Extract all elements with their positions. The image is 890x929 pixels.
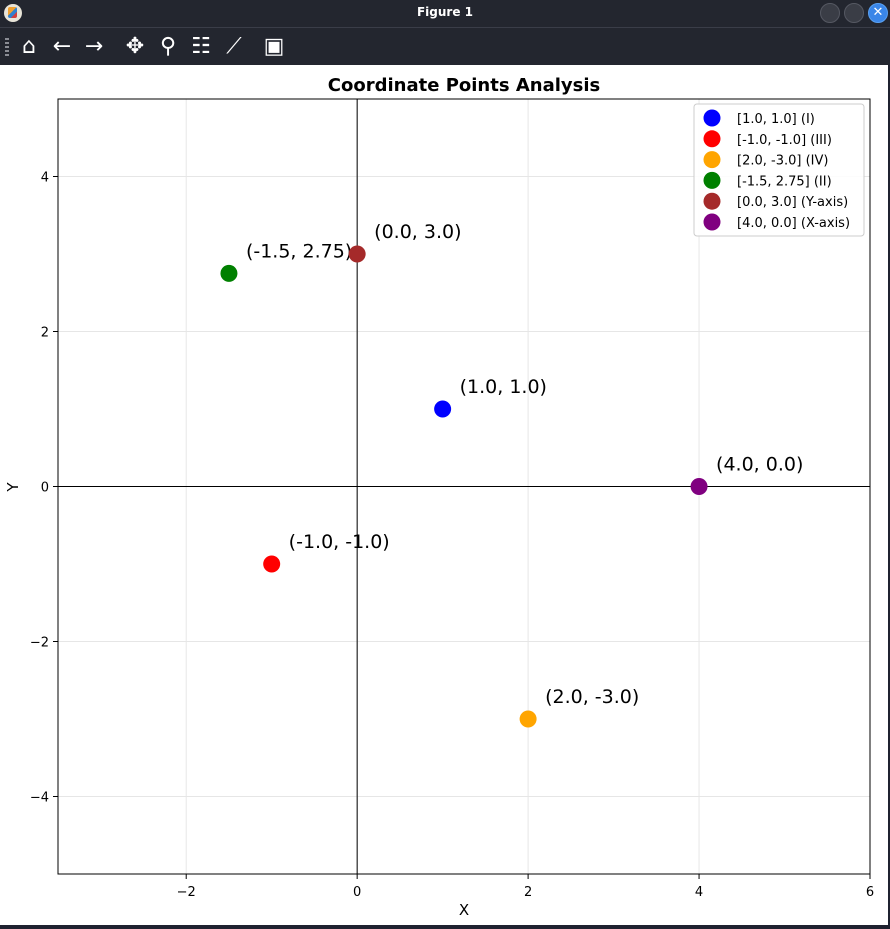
forward-button[interactable]: → bbox=[81, 34, 107, 60]
configure-subplots-button[interactable]: ☷ bbox=[188, 34, 214, 60]
zoom-button[interactable]: ⚲ bbox=[155, 34, 181, 60]
legend-marker bbox=[703, 171, 721, 189]
y-tick-label: 2 bbox=[41, 326, 49, 341]
data-point bbox=[519, 710, 537, 728]
home-button[interactable]: ⌂ bbox=[16, 34, 42, 60]
axis-ticks: −2 0 2 4 6 −4 −2 0 2 4 bbox=[30, 171, 874, 901]
legend-entry: [1.0, 1.0] (I) bbox=[737, 112, 815, 127]
home-icon: ⌂ bbox=[22, 34, 36, 59]
edit-axis-button[interactable]: ⟋ bbox=[221, 34, 247, 60]
legend-marker bbox=[703, 213, 721, 231]
x-tick-label: 0 bbox=[353, 885, 361, 900]
point-annotation: (1.0, 1.0) bbox=[460, 376, 547, 398]
save-button[interactable]: ▣ bbox=[261, 34, 287, 60]
forward-icon: → bbox=[84, 34, 104, 59]
point-annotation: (-1.5, 2.75) bbox=[246, 240, 352, 262]
maximize-button[interactable] bbox=[844, 3, 864, 23]
point-annotation: (2.0, -3.0) bbox=[545, 686, 639, 708]
legend-entry: [2.0, -3.0] (IV) bbox=[737, 154, 828, 169]
window-title: Figure 1 bbox=[416, 5, 474, 19]
legend: [1.0, 1.0] (I) [-1.0, -1.0] (III) [2.0, -3… bbox=[693, 103, 865, 237]
x-tick-label: −2 bbox=[177, 885, 196, 900]
y-axis-label: Y bbox=[4, 482, 22, 493]
data-point bbox=[263, 555, 281, 573]
pan-button[interactable]: ✥ bbox=[122, 34, 148, 60]
x-tick-label: 6 bbox=[866, 885, 874, 900]
data-point bbox=[434, 400, 452, 418]
zoom-icon: ⚲ bbox=[159, 34, 177, 59]
data-points: (1.0, 1.0) (-1.0, -1.0) (2.0, -3.0) (-1.5, … bbox=[220, 221, 803, 728]
legend-frame bbox=[693, 103, 865, 237]
app-icon bbox=[4, 4, 22, 22]
minimize-button[interactable] bbox=[820, 3, 840, 23]
point-annotation: (0.0, 3.0) bbox=[374, 221, 461, 243]
pan-icon: ✥ bbox=[125, 34, 145, 59]
close-button[interactable]: ✕ bbox=[868, 3, 888, 23]
edit-axis-icon: ⟋ bbox=[226, 34, 242, 59]
y-tick-label: 4 bbox=[41, 171, 49, 186]
point-annotation: (4.0, 0.0) bbox=[716, 454, 803, 476]
figure-canvas[interactable]: Coordinate Points Analysis −2 0 2 4 6 −4 −2 0 2 4… bbox=[0, 65, 888, 925]
legend-marker bbox=[703, 130, 721, 148]
back-icon: ← bbox=[52, 34, 72, 59]
point-annotation: (-1.0, -1.0) bbox=[289, 531, 390, 553]
configure-subplots-icon: ☷ bbox=[191, 34, 211, 59]
data-point bbox=[348, 245, 366, 263]
data-point bbox=[690, 478, 708, 495]
zero-axis-lines bbox=[58, 99, 870, 874]
y-tick-label: −2 bbox=[30, 636, 49, 651]
data-point bbox=[220, 264, 238, 282]
back-button[interactable]: ← bbox=[49, 34, 75, 60]
chart-title: Coordinate Points Analysis bbox=[328, 75, 600, 96]
x-axis-label: X bbox=[459, 901, 469, 919]
x-tick-label: 4 bbox=[695, 885, 703, 900]
legend-entry: [-1.5, 2.75] (II) bbox=[737, 174, 832, 189]
y-tick-label: −4 bbox=[30, 791, 49, 806]
legend-entry: [4.0, 0.0] (X-axis) bbox=[737, 216, 850, 231]
legend-entry: [-1.0, -1.0] (III) bbox=[737, 133, 832, 148]
title-bar: Figure 1 ✕ bbox=[0, 0, 890, 28]
close-icon: ✕ bbox=[872, 5, 884, 20]
scatter-chart: Coordinate Points Analysis −2 0 2 4 6 −4 −2 0 2 4… bbox=[4, 75, 874, 919]
save-icon: ▣ bbox=[263, 34, 285, 59]
legend-marker bbox=[703, 109, 721, 127]
legend-marker bbox=[703, 151, 721, 169]
toolbar: ⌂ ← → ✥ ⚲ ☷ ⟋ ▣ bbox=[0, 28, 890, 65]
y-tick-label: 0 bbox=[41, 481, 49, 496]
x-tick-label: 2 bbox=[524, 885, 532, 900]
legend-marker bbox=[703, 192, 721, 210]
legend-entry: [0.0, 3.0] (Y-axis) bbox=[737, 195, 848, 210]
toolbar-grip-icon[interactable] bbox=[5, 38, 9, 56]
